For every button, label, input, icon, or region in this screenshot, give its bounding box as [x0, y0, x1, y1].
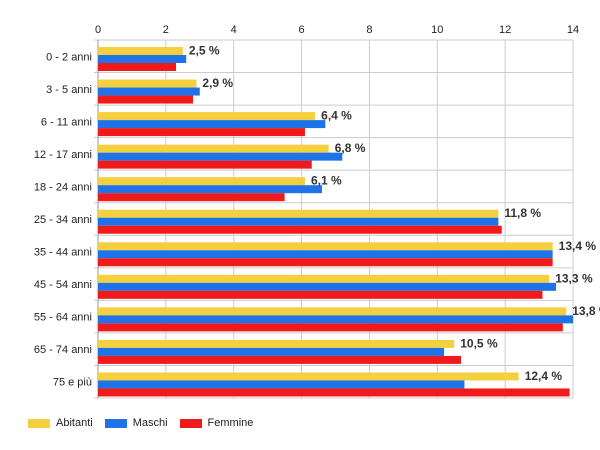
bar-femmine [98, 160, 312, 169]
category-label: 18 - 24 anni [34, 181, 92, 193]
data-labels: 2,5 % 2,9 % 6,4 % 6,8 % 6,1 % 11,8 % 13,4 % 13,… [189, 44, 600, 383]
legend-item-maschi: Maschi [104, 417, 180, 429]
x-axis-ticks: 0 2 4 6 8 10 12 14 [95, 24, 579, 36]
bar-maschi [98, 250, 553, 259]
bar-femmine [98, 388, 570, 397]
bar-femmine [98, 193, 285, 202]
bar-maschi [98, 217, 499, 226]
bar-maschi [98, 380, 465, 389]
legend: Abitanti Maschi Femmine [28, 417, 265, 429]
bars [98, 47, 573, 397]
category-label: 12 - 17 anni [34, 149, 92, 161]
data-label: 11,8 % [504, 206, 541, 220]
data-label: 12,4 % [525, 369, 563, 383]
bar-abitanti [98, 79, 197, 88]
x-tick-label: 14 [567, 24, 579, 36]
bar-femmine [98, 63, 177, 71]
legend-label-femmine: Femmine [207, 417, 254, 429]
bar-femmine [98, 225, 502, 234]
x-tick-label: 12 [499, 24, 511, 36]
category-label: 35 - 44 anni [34, 247, 92, 259]
bar-abitanti [98, 144, 329, 153]
bar-maschi [98, 152, 343, 161]
data-label: 13,8 % [572, 304, 600, 318]
x-tick-label: 4 [231, 24, 237, 36]
data-label: 6,4 % [321, 109, 352, 123]
legend-swatch-abitanti [28, 418, 50, 428]
bar-abitanti [98, 372, 519, 381]
category-label: 45 - 54 anni [34, 279, 92, 291]
bar-abitanti [98, 274, 550, 283]
bar-abitanti [98, 307, 567, 316]
data-label: 2,9 % [202, 76, 233, 90]
bar-maschi [98, 347, 445, 356]
legend-item-abitanti: Abitanti [28, 417, 105, 429]
category-label: 6 - 11 anni [41, 116, 92, 128]
data-label: 6,8 % [335, 141, 366, 155]
category-label: 75 e più [53, 377, 92, 389]
data-label: 10,5 % [460, 336, 498, 350]
y-axis-categories: 0 - 2 anni 3 - 5 anni 6 - 11 anni 12 - 17 a… [34, 51, 92, 388]
category-label: 55 - 64 anni [34, 312, 92, 324]
grid-lines [94, 39, 574, 399]
category-label: 25 - 34 anni [34, 214, 92, 226]
bar-femmine [98, 323, 563, 332]
bar-femmine [98, 258, 553, 267]
bar-maschi [98, 120, 326, 129]
category-label: 65 - 74 anni [34, 344, 92, 356]
data-label: 13,4 % [559, 239, 597, 253]
bar-maschi [98, 315, 573, 324]
bar-abitanti [98, 209, 499, 218]
legend-label-maschi: Maschi [132, 417, 168, 429]
legend-swatch-femmine [179, 418, 202, 428]
bar-femmine [98, 128, 305, 137]
legend-label-abitanti: Abitanti [56, 417, 93, 429]
data-label: 13,3 % [555, 271, 593, 285]
data-label: 6,1 % [311, 174, 342, 188]
x-tick-label: 8 [366, 24, 372, 36]
bar-femmine [98, 95, 193, 104]
bar-femmine [98, 355, 462, 364]
category-label: 3 - 5 anni [46, 84, 92, 96]
x-tick-label: 10 [431, 24, 443, 36]
bar-abitanti [98, 339, 455, 348]
bar-maschi [98, 282, 557, 291]
bar-abitanti [98, 177, 305, 186]
data-label: 2,5 % [189, 44, 220, 58]
x-tick-label: 0 [95, 24, 101, 36]
legend-swatch-maschi [104, 418, 127, 428]
x-tick-label: 2 [163, 24, 169, 36]
bar-maschi [98, 87, 200, 96]
bar-abitanti [98, 242, 553, 251]
bar-maschi [98, 185, 322, 194]
bar-femmine [98, 290, 543, 299]
bar-maschi [98, 55, 187, 63]
bar-abitanti [98, 112, 316, 121]
x-tick-label: 6 [299, 24, 305, 36]
bar-abitanti [98, 47, 183, 55]
category-label: 0 - 2 anni [46, 51, 92, 63]
legend-item-femmine: Femmine [179, 417, 266, 429]
